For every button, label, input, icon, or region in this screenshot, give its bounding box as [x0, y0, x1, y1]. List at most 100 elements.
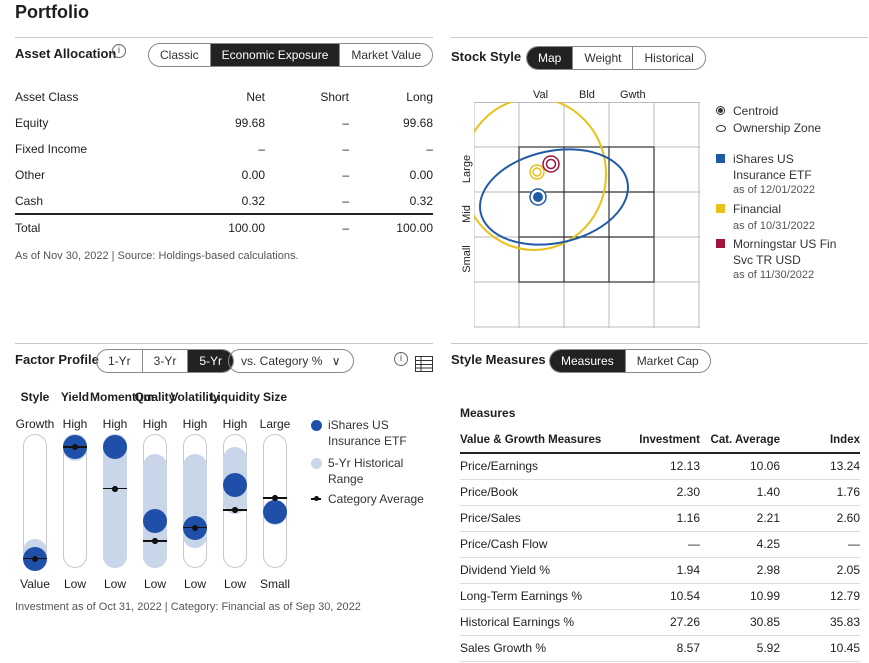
- table-row: Fixed Income – – –: [15, 136, 433, 162]
- factor-volatility-bottom-label: Low: [183, 577, 206, 591]
- outer-grid: [474, 102, 700, 328]
- row-label: Cash: [15, 193, 44, 208]
- factor-size-track: [263, 434, 287, 568]
- cell-index: 2.05: [780, 557, 860, 584]
- tab-measures[interactable]: Measures: [550, 350, 626, 372]
- tab-classic[interactable]: Classic: [149, 44, 211, 66]
- investment-legend-label: iShares US Insurance ETF: [328, 418, 407, 448]
- stock-style-map: [474, 102, 700, 328]
- table-row: Historical Earnings % 27.26 30.85 35.83: [460, 609, 860, 636]
- table-row: Dividend Yield % 1.94 2.98 2.05: [460, 557, 860, 584]
- tab-economic-exposure[interactable]: Economic Exposure: [210, 44, 341, 66]
- row-label: Price/Book: [460, 479, 630, 506]
- cell-investment: —: [630, 531, 700, 558]
- table-header-row: Value & Growth Measures Investment Cat. …: [460, 427, 860, 454]
- row-label: Price/Earnings: [460, 453, 630, 480]
- cell-index: —: [780, 531, 860, 558]
- cell-index: 2.60: [780, 505, 860, 532]
- index-centroid: [542, 155, 560, 173]
- factor-quality-top-label: High: [142, 417, 168, 431]
- tab-weight[interactable]: Weight: [573, 47, 634, 69]
- table-total-row: Total 100.00 – 100.00: [15, 214, 433, 240]
- factor-liquidity-name: Liquidity: [210, 390, 260, 404]
- tab-1yr[interactable]: 1-Yr: [97, 350, 143, 372]
- factor-profile-footnote: Investment as of Oct 31, 2022 | Category…: [15, 601, 361, 613]
- info-circle-icon[interactable]: i: [112, 44, 126, 58]
- cell-cat-average: 30.85: [700, 609, 780, 636]
- tab-map[interactable]: Map: [527, 47, 574, 69]
- centroid-legend-icon: [716, 106, 725, 115]
- factor-profile-title: Factor Profile: [15, 352, 99, 367]
- factor-liquidity-category-dot-top: [232, 507, 238, 514]
- row-label: Long-Term Earnings %: [460, 583, 630, 610]
- index-centroid-inner: [545, 158, 557, 170]
- financial-centroid: [529, 164, 545, 180]
- stock-style-tabs: Map Weight Historical: [526, 46, 706, 70]
- category-legend-dot: [314, 496, 319, 501]
- factor-liquidity-investment-dot: [223, 472, 247, 497]
- info-circle-icon[interactable]: i: [394, 352, 408, 366]
- financial-centroid-inner: [532, 167, 542, 177]
- asset-allocation-footnote: As of Nov 30, 2022 | Source: Holdings-ba…: [15, 250, 299, 262]
- cell-investment: 1.94: [630, 557, 700, 584]
- factor-size-name: Size: [262, 390, 287, 404]
- factor-profile-tabs: 1-Yr 3-Yr 5-Yr: [96, 349, 235, 373]
- financial-ownership-zone: [474, 102, 607, 251]
- measures-subtitle: Measures: [460, 406, 516, 420]
- tab-market-value[interactable]: Market Value: [351, 48, 422, 62]
- factor-style-top-label: Growth: [15, 417, 55, 431]
- cell-long: 100.00: [396, 220, 433, 235]
- row-label-mid: Mid: [461, 205, 473, 223]
- category-dropdown[interactable]: vs. Category % ∨: [228, 349, 354, 373]
- cell-net: 99.68: [234, 116, 265, 130]
- factor-yield-top-label: High: [62, 417, 88, 431]
- row-label: Historical Earnings %: [460, 609, 630, 636]
- cell-short: –: [342, 116, 349, 130]
- centroid-legend-label: Centroid: [733, 104, 779, 118]
- range-legend-swatch: [311, 458, 322, 469]
- factor-liquidity-bottom-label: Low: [223, 577, 246, 591]
- index-legend-label: Morningstar US Fin Svc TR USD: [733, 237, 837, 267]
- tab-historical[interactable]: Historical: [644, 51, 694, 65]
- factor-quality-category-dot-top: [152, 538, 158, 545]
- cell-long: 99.68: [402, 116, 433, 130]
- table-icon[interactable]: [415, 356, 433, 372]
- row-label: Total: [15, 220, 41, 235]
- factor-yield-category-dot-top: [72, 444, 78, 451]
- cell-net: 100.00: [228, 220, 265, 235]
- cell-long: 0.00: [409, 168, 433, 182]
- row-label: Price/Cash Flow: [460, 531, 630, 558]
- stock-style-title: Stock Style: [451, 49, 522, 64]
- factor-momentum-category-dot-top: [112, 485, 118, 492]
- col-investment: Investment: [630, 427, 700, 454]
- row-label: Fixed Income: [15, 142, 88, 156]
- cell-short: –: [342, 168, 349, 182]
- factor-size-top-label: Large: [259, 417, 291, 431]
- tab-3yr[interactable]: 3-Yr: [143, 350, 189, 372]
- style-measures-tabs: Measures Market Cap: [549, 349, 711, 373]
- cell-cat-average: 2.98: [700, 557, 780, 584]
- factor-style-category-dot-top: [32, 555, 38, 562]
- cell-short: –: [342, 193, 349, 208]
- ownership-zone-legend-icon: [716, 125, 726, 132]
- table-row: Price/Book 2.30 1.40 1.76: [460, 479, 860, 506]
- cell-cat-average: 1.40: [700, 479, 780, 506]
- factor-size-investment-dot: [263, 499, 287, 524]
- divider: [15, 343, 433, 344]
- tab-5yr[interactable]: 5-Yr: [188, 350, 234, 372]
- col-long: Long: [406, 90, 433, 104]
- divider: [15, 37, 433, 38]
- style-measures-table: Value & Growth Measures Investment Cat. …: [460, 427, 860, 662]
- ishares-legend-label: iShares US Insurance ETF: [733, 152, 812, 182]
- cell-long: –: [426, 142, 433, 156]
- row-label-small: Small: [461, 245, 473, 273]
- tab-market-cap[interactable]: Market Cap: [636, 354, 699, 368]
- row-label: Equity: [15, 116, 49, 130]
- cell-investment: 8.57: [630, 635, 700, 662]
- style-measures-title: Style Measures: [451, 352, 546, 367]
- asset-allocation-tabs: Classic Economic Exposure Market Value: [148, 43, 434, 67]
- cell-index: 13.24: [780, 453, 860, 480]
- factor-momentum-top-label: High: [102, 417, 128, 431]
- asset-allocation-title: Asset Allocation: [15, 46, 117, 61]
- row-label: Sales Growth %: [460, 635, 630, 662]
